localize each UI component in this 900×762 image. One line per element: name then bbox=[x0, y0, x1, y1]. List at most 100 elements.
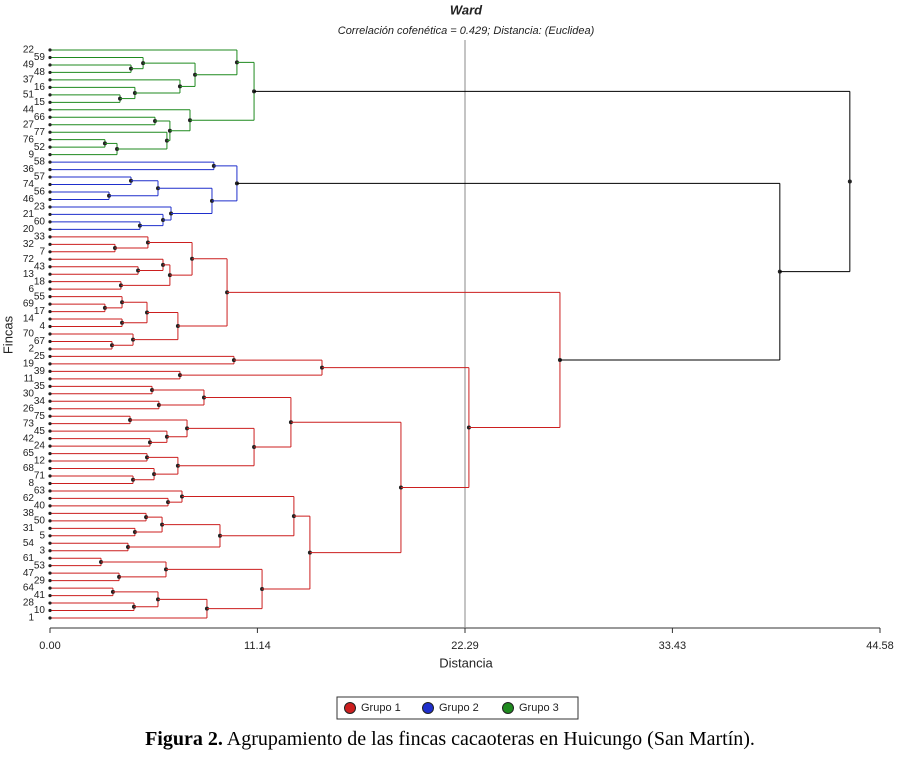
leaf-node bbox=[48, 451, 52, 456]
legend-label: Grupo 2 bbox=[439, 702, 479, 714]
leaf-label: 48 bbox=[34, 67, 46, 78]
leaf-node bbox=[48, 70, 52, 75]
chart-subtitle: Correlación cofenética = 0.429; Distanci… bbox=[338, 25, 595, 37]
leaf-node bbox=[48, 145, 52, 149]
leaf-label: 56 bbox=[34, 187, 46, 198]
leaf-label: 20 bbox=[23, 224, 35, 235]
leaf-label: 75 bbox=[34, 411, 46, 422]
leaf-label: 63 bbox=[34, 486, 46, 497]
leaf-node bbox=[48, 190, 52, 194]
leaf-node bbox=[48, 182, 52, 187]
leaf-label: 39 bbox=[34, 366, 46, 377]
leaf-label: 54 bbox=[23, 538, 35, 549]
leaf-label: 16 bbox=[34, 82, 46, 93]
leaf-label: 25 bbox=[34, 351, 46, 362]
leaf-node bbox=[48, 48, 52, 52]
leaf-label: 53 bbox=[34, 560, 46, 571]
leaf-label: 69 bbox=[23, 299, 35, 310]
leaf-label: 37 bbox=[23, 75, 35, 86]
leaf-node bbox=[48, 55, 52, 60]
leaf-node bbox=[48, 302, 52, 306]
leaf-label: 4 bbox=[39, 321, 45, 332]
leaf-label: 74 bbox=[23, 179, 35, 190]
leaf-node bbox=[48, 608, 52, 613]
leaf-node bbox=[48, 384, 52, 388]
leaf-label: 3 bbox=[39, 545, 45, 556]
leaf-label: 18 bbox=[34, 276, 46, 287]
legend-swatch bbox=[422, 702, 434, 714]
x-tick-label: 11.14 bbox=[244, 640, 271, 652]
leaf-node bbox=[48, 511, 52, 515]
leaf-node bbox=[48, 414, 52, 418]
leaf-node bbox=[48, 474, 52, 478]
leaf-label: 29 bbox=[34, 575, 46, 586]
leaf-label: 47 bbox=[23, 568, 35, 579]
caption-label: Figura 2. bbox=[145, 728, 223, 750]
leaf-node bbox=[48, 422, 52, 426]
leaf-node bbox=[48, 571, 52, 575]
leaf-label: 38 bbox=[23, 508, 35, 519]
leaf-node bbox=[48, 227, 52, 231]
leaf-node bbox=[48, 541, 52, 545]
leaf-node bbox=[48, 220, 52, 224]
leaf-label: 32 bbox=[23, 239, 35, 250]
leaf-label: 60 bbox=[34, 217, 46, 228]
leaf-node bbox=[48, 167, 52, 172]
leaf-label: 22 bbox=[23, 45, 35, 56]
leaf-node bbox=[48, 138, 52, 142]
leaf-node bbox=[48, 287, 52, 291]
leaf-label: 14 bbox=[23, 314, 35, 325]
leaf-label: 17 bbox=[34, 306, 46, 317]
leaf-node bbox=[48, 242, 52, 246]
leaf-label: 13 bbox=[23, 269, 35, 280]
leaf-label: 57 bbox=[34, 172, 46, 183]
leaf-node bbox=[48, 115, 52, 119]
leaf-label: 5 bbox=[39, 530, 45, 541]
leaf-node bbox=[48, 212, 52, 217]
leaf-node bbox=[48, 579, 52, 583]
leaf-node bbox=[48, 250, 52, 254]
leaf-label: 10 bbox=[34, 605, 46, 616]
leaf-node bbox=[48, 78, 52, 82]
leaf-node bbox=[48, 347, 52, 351]
merge-node bbox=[847, 179, 852, 184]
leaf-label: 9 bbox=[28, 149, 34, 160]
leaf-label: 6 bbox=[28, 284, 34, 295]
leaf-label: 41 bbox=[34, 590, 46, 601]
leaf-label: 77 bbox=[34, 127, 46, 138]
x-tick-label: 0.00 bbox=[39, 640, 60, 652]
leaf-label: 49 bbox=[23, 60, 35, 71]
leaf-label: 59 bbox=[34, 52, 46, 63]
leaf-label: 44 bbox=[23, 104, 35, 115]
leaf-node bbox=[48, 309, 52, 314]
leaf-node bbox=[48, 437, 52, 441]
leaf-node bbox=[48, 108, 52, 112]
leaf-node bbox=[48, 130, 52, 134]
leaf-node bbox=[48, 265, 52, 269]
leaf-label: 52 bbox=[34, 142, 46, 153]
leaf-label: 11 bbox=[24, 373, 35, 384]
leaf-label: 33 bbox=[34, 231, 46, 242]
leaf-label: 72 bbox=[23, 254, 35, 265]
leaf-node bbox=[48, 526, 52, 530]
leaf-node bbox=[48, 93, 52, 97]
leaf-label: 19 bbox=[23, 359, 35, 370]
leaf-node bbox=[48, 362, 52, 366]
y-axis-label: Fincas bbox=[0, 315, 15, 354]
leaf-label: 21 bbox=[23, 209, 35, 220]
leaf-node bbox=[48, 399, 52, 403]
leaf-label: 31 bbox=[23, 523, 35, 534]
leaf-node bbox=[48, 369, 52, 373]
leaf-node bbox=[48, 616, 52, 620]
leaf-node bbox=[48, 63, 52, 67]
legend bbox=[336, 696, 579, 720]
leaf-label: 7 bbox=[39, 246, 45, 257]
leaf-label: 55 bbox=[34, 291, 46, 302]
leaf-node bbox=[48, 197, 52, 202]
leaf-label: 66 bbox=[34, 112, 46, 123]
leaf-label: 51 bbox=[23, 89, 35, 100]
leaf-node bbox=[48, 556, 52, 560]
leaf-node bbox=[48, 272, 52, 276]
leaf-label: 34 bbox=[34, 396, 46, 407]
leaf-label: 43 bbox=[34, 261, 46, 272]
